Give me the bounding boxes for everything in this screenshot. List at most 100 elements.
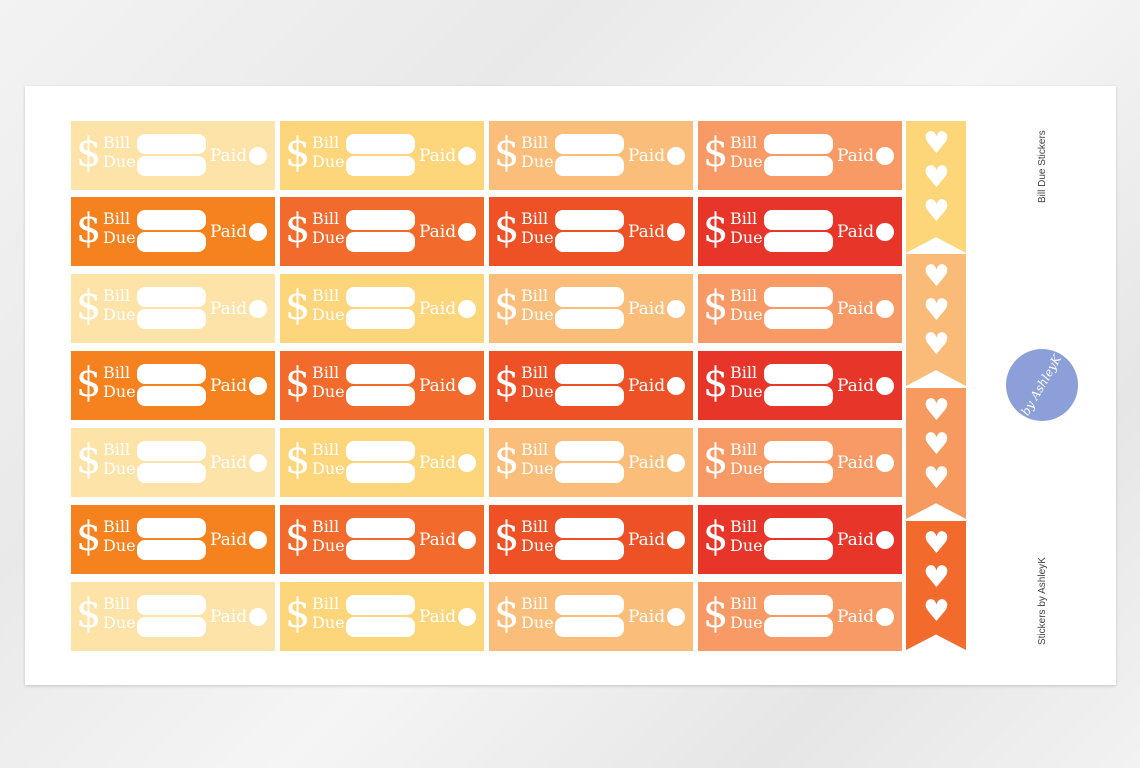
bill-due-sticker: $ Bill Due Paid <box>71 351 275 420</box>
due-label: Due <box>730 152 763 171</box>
bill-label: Bill <box>103 517 131 536</box>
dollar-icon: $ <box>76 437 102 483</box>
bill-label: Bill <box>730 517 758 536</box>
blank-field <box>555 210 624 230</box>
blank-field <box>764 232 833 252</box>
blank-field <box>137 210 206 230</box>
paid-label: Paid <box>628 222 666 242</box>
dollar-icon: $ <box>76 360 102 406</box>
heart-icon: ♥ <box>923 259 950 294</box>
heart-icon: ♥ <box>923 393 950 428</box>
paid-checkbox-circle <box>667 454 685 472</box>
dollar-icon: $ <box>285 514 311 560</box>
sheet-title: Bill Due Stickers <box>1037 130 1048 203</box>
bill-label: Bill <box>730 209 758 228</box>
due-label: Due <box>103 228 136 247</box>
paid-label: Paid <box>837 222 875 242</box>
dollar-icon: $ <box>494 283 520 329</box>
bill-label: Bill <box>312 440 340 459</box>
paid-checkbox-circle <box>667 608 685 626</box>
paid-checkbox-circle <box>458 608 476 626</box>
blank-field <box>346 441 415 461</box>
blank-field <box>346 364 415 384</box>
blank-field <box>346 386 415 406</box>
bill-label: Bill <box>312 133 340 152</box>
blank-field <box>346 232 415 252</box>
blank-field <box>555 134 624 154</box>
bill-due-sticker: $ Bill Due Paid <box>489 582 693 651</box>
paid-checkbox-circle <box>249 147 267 165</box>
blank-field <box>137 540 206 560</box>
paid-checkbox-circle <box>667 531 685 549</box>
flag-sticker: ♥ ♥ ♥ <box>906 254 966 386</box>
dollar-icon: $ <box>494 591 520 637</box>
bill-label: Bill <box>521 209 549 228</box>
bill-label: Bill <box>312 517 340 536</box>
blank-field <box>346 210 415 230</box>
blank-field <box>764 364 833 384</box>
bill-due-sticker: $ Bill Due Paid <box>489 121 693 190</box>
due-label: Due <box>730 613 763 632</box>
paid-checkbox-circle <box>876 608 894 626</box>
bill-due-sticker: $ Bill Due Paid <box>71 505 275 574</box>
due-label: Due <box>312 305 345 324</box>
dollar-icon: $ <box>76 130 102 176</box>
bill-label: Bill <box>103 440 131 459</box>
bill-due-sticker: $ Bill Due Paid <box>280 505 484 574</box>
due-label: Due <box>103 382 136 401</box>
ashleyk-logo: by AshleyK <box>1006 349 1078 421</box>
dollar-icon: $ <box>703 360 729 406</box>
paid-label: Paid <box>837 376 875 396</box>
dollar-icon: $ <box>494 360 520 406</box>
bill-label: Bill <box>103 286 131 305</box>
dollar-icon: $ <box>285 130 311 176</box>
paid-checkbox-circle <box>458 377 476 395</box>
bill-label: Bill <box>103 363 131 382</box>
blank-field <box>764 134 833 154</box>
paid-checkbox-circle <box>876 223 894 241</box>
due-label: Due <box>521 536 554 555</box>
paid-label: Paid <box>210 530 248 550</box>
blank-field <box>137 134 206 154</box>
bill-due-sticker: $ Bill Due Paid <box>489 197 693 266</box>
due-label: Due <box>103 305 136 324</box>
due-label: Due <box>730 459 763 478</box>
blank-field <box>346 595 415 615</box>
bill-label: Bill <box>521 594 549 613</box>
bill-due-sticker: $ Bill Due Paid <box>280 121 484 190</box>
paid-checkbox-circle <box>876 147 894 165</box>
bill-due-sticker: $ Bill Due Paid <box>71 274 275 343</box>
bill-label: Bill <box>521 133 549 152</box>
bill-due-sticker: $ Bill Due Paid <box>698 428 902 497</box>
blank-field <box>764 287 833 307</box>
due-label: Due <box>521 152 554 171</box>
heart-icon: ♥ <box>923 461 950 496</box>
blank-field <box>555 441 624 461</box>
heart-icon: ♥ <box>923 293 950 328</box>
dollar-icon: $ <box>703 514 729 560</box>
blank-field <box>764 210 833 230</box>
paid-checkbox-circle <box>876 531 894 549</box>
paid-label: Paid <box>210 453 248 473</box>
dollar-icon: $ <box>494 514 520 560</box>
paid-label: Paid <box>210 299 248 319</box>
dollar-icon: $ <box>494 130 520 176</box>
bill-due-sticker: $ Bill Due Paid <box>71 428 275 497</box>
due-label: Due <box>521 613 554 632</box>
paid-checkbox-circle <box>249 223 267 241</box>
paid-checkbox-circle <box>458 531 476 549</box>
due-label: Due <box>312 536 345 555</box>
bill-label: Bill <box>521 517 549 536</box>
paid-checkbox-circle <box>876 377 894 395</box>
bill-label: Bill <box>521 286 549 305</box>
blank-field <box>764 595 833 615</box>
blank-field <box>346 156 415 176</box>
blank-field <box>346 540 415 560</box>
bill-label: Bill <box>730 286 758 305</box>
blank-field <box>137 156 206 176</box>
paid-label: Paid <box>419 376 457 396</box>
heart-icon: ♥ <box>923 327 950 362</box>
blank-field <box>137 518 206 538</box>
bill-due-sticker: $ Bill Due Paid <box>698 121 902 190</box>
paid-label: Paid <box>837 453 875 473</box>
